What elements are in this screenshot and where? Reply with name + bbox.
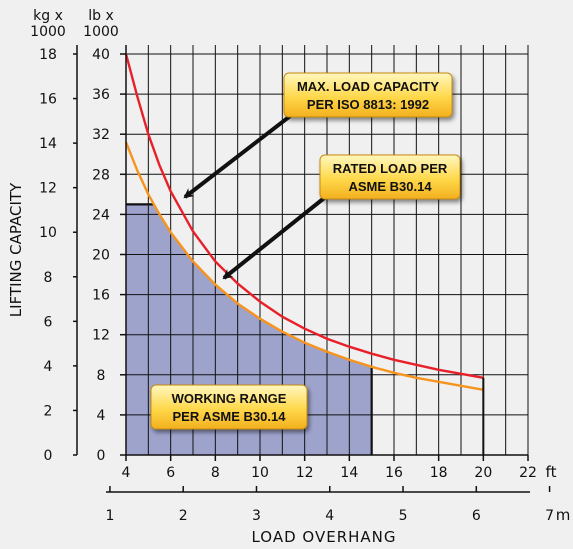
lb-axis-ticks: 0 4 8 12 16 20 24 28 32 36 40 xyxy=(92,47,126,464)
rated-load-callout-line1: RATED LOAD PER xyxy=(333,161,448,176)
x-axis-label: LOAD OVERHANG xyxy=(251,528,396,546)
kg-tick-label: 14 xyxy=(39,136,57,152)
lb-tick-label: 24 xyxy=(92,207,110,223)
ft-unit: ft xyxy=(546,463,557,481)
kg-tick-label: 16 xyxy=(39,92,57,108)
kg-tick-label: 2 xyxy=(44,403,53,419)
lb-tick-label: 4 xyxy=(97,408,106,424)
kg-tick-label: 18 xyxy=(39,47,57,63)
rated-load-callout-line2: ASME B30.14 xyxy=(348,179,432,194)
ft-tick-label: 8 xyxy=(211,465,220,481)
lb-unit-line1: lb x xyxy=(88,8,114,24)
ft-tick-label: 18 xyxy=(430,465,448,481)
max-load-callout-line2: PER ISO 8813: 1992 xyxy=(307,97,429,112)
m-tick-label: 6 xyxy=(472,508,481,524)
lb-unit-line2: 1000 xyxy=(83,24,119,40)
lb-tick-label: 36 xyxy=(92,87,110,103)
lb-tick-label: 12 xyxy=(92,328,110,344)
rated-load-curve xyxy=(124,141,484,391)
max-load-capacity-curve xyxy=(124,53,484,379)
ft-tick-label: 20 xyxy=(474,465,492,481)
ft-tick-label: 14 xyxy=(340,465,358,481)
m-tick-label: 4 xyxy=(325,508,334,524)
kg-unit-line1: kg x xyxy=(33,8,63,24)
m-tick-label: 7 xyxy=(545,508,554,524)
m-unit: m xyxy=(556,506,571,524)
y-axis-label: LIFTING CAPACITY xyxy=(7,182,25,317)
kg-tick-label: 10 xyxy=(39,225,57,241)
ft-axis-ticks: 4 6 8 10 12 14 16 18 20 22 xyxy=(122,455,537,481)
ft-tick-label: 4 xyxy=(122,465,131,481)
ft-tick-label: 16 xyxy=(385,465,403,481)
rated-load-arrow xyxy=(222,193,330,280)
working-range-outline xyxy=(126,203,373,455)
max-load-callout-line1: MAX. LOAD CAPACITY xyxy=(297,79,439,94)
lb-tick-label: 0 xyxy=(97,448,106,464)
working-range-callout-line1: WORKING RANGE xyxy=(172,391,287,406)
m-tick-label: 5 xyxy=(399,508,408,524)
max-load-arrow xyxy=(183,108,300,199)
ft-tick-label: 10 xyxy=(251,465,269,481)
lb-tick-label: 20 xyxy=(92,248,110,264)
kg-tick-label: 8 xyxy=(44,270,53,286)
kg-unit-line2: 1000 xyxy=(30,24,66,40)
m-tick-label: 3 xyxy=(252,508,261,524)
working-range-callout: WORKING RANGE PER ASME B30.14 xyxy=(150,384,308,430)
working-range-callout-line2: PER ASME B30.14 xyxy=(173,409,287,424)
kg-tick-label: 4 xyxy=(44,359,53,375)
kg-axis-ticks: 0 2 4 6 8 10 12 14 16 18 xyxy=(39,47,77,464)
kg-tick-label: 6 xyxy=(44,314,53,330)
lb-tick-label: 28 xyxy=(92,167,110,183)
m-tick-label: 2 xyxy=(179,508,188,524)
rated-load-callout: RATED LOAD PER ASME B30.14 xyxy=(319,154,461,200)
lb-tick-label: 40 xyxy=(92,47,110,63)
ft-tick-label: 12 xyxy=(296,465,314,481)
ft-tick-label: 6 xyxy=(166,465,175,481)
lb-tick-label: 16 xyxy=(92,288,110,304)
ft-tick-label: 22 xyxy=(519,465,537,481)
max-load-callout: MAX. LOAD CAPACITY PER ISO 8813: 1992 xyxy=(283,72,453,118)
m-axis-ticks: 1 2 3 4 5 6 7 xyxy=(105,486,554,524)
kg-tick-label: 0 xyxy=(44,448,53,464)
lb-tick-label: 8 xyxy=(97,368,106,384)
m-tick-label: 1 xyxy=(105,508,114,524)
kg-tick-label: 12 xyxy=(39,181,57,197)
lb-tick-label: 32 xyxy=(92,127,110,143)
